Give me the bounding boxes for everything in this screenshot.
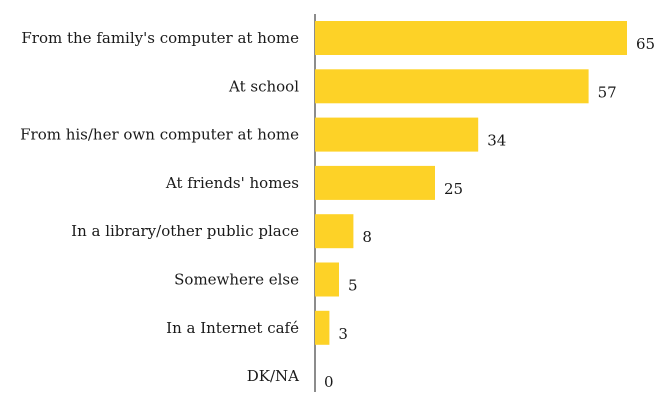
category-label: From the family's computer at home — [21, 29, 299, 47]
category-label: At friends' homes — [165, 174, 299, 192]
bar — [315, 69, 589, 104]
bars-group — [315, 21, 627, 345]
category-label: In a Internet café — [166, 319, 299, 337]
category-label: From his/her own computer at home — [20, 126, 299, 144]
bar — [315, 21, 627, 55]
value-label: 25 — [444, 180, 463, 198]
category-label: At school — [228, 77, 299, 95]
value-label: 65 — [636, 35, 655, 53]
value-label: 3 — [338, 325, 348, 343]
value-labels-group: 65 57 34 25 8 5 3 0 — [324, 35, 655, 391]
bar — [315, 262, 339, 297]
bar — [315, 310, 330, 345]
value-label: 8 — [362, 228, 372, 246]
bar — [315, 214, 354, 249]
value-label: 5 — [348, 277, 358, 295]
value-label: 34 — [487, 132, 506, 150]
value-label: 0 — [324, 373, 334, 391]
value-label: 57 — [598, 83, 617, 101]
category-label: Somewhere else — [174, 271, 299, 289]
category-label: In a library/other public place — [71, 222, 299, 240]
category-labels-group: From the family's computer at home At sch… — [20, 29, 299, 385]
category-label: DK/NA — [247, 367, 299, 385]
bar — [315, 117, 479, 152]
bar — [315, 165, 435, 200]
